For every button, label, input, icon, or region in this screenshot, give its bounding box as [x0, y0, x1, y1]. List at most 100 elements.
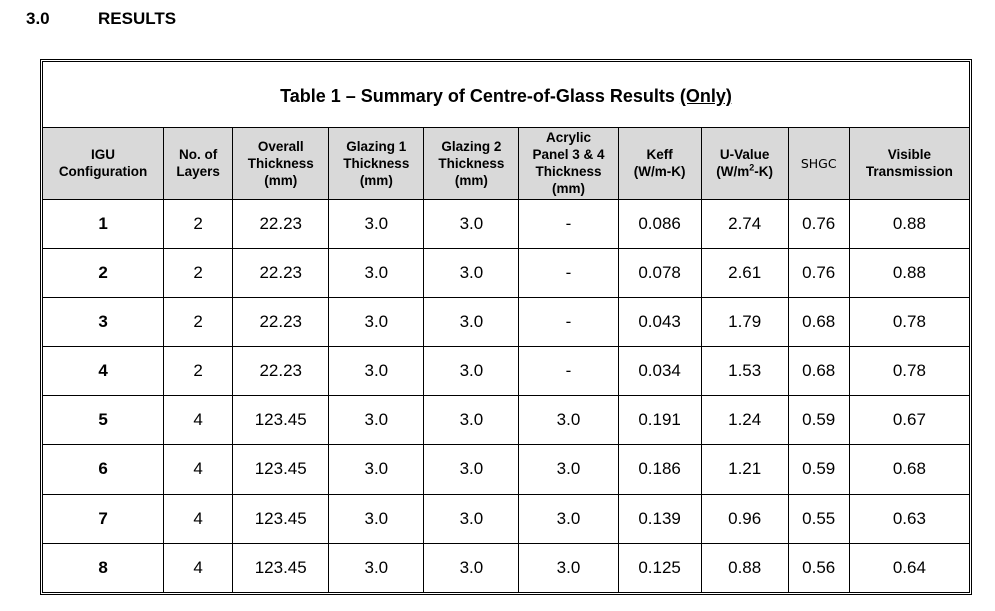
cell-u-value: 1.53 — [700, 346, 789, 397]
header-line: (mm) — [264, 172, 298, 188]
header-line: (W/m2-K) — [704, 163, 786, 180]
cell-keff: 0.086 — [617, 198, 702, 249]
cell-glazing-1: 3.0 — [328, 542, 425, 594]
header-line: Thickness — [343, 155, 410, 171]
cell-visible-transmission: 0.88 — [848, 247, 971, 298]
cell-glazing-1: 3.0 — [328, 346, 425, 397]
header-line: Thickness — [247, 155, 314, 171]
header-line: Glazing 1 — [346, 138, 407, 154]
table-caption-text: Table 1 – Summary of Centre-of-Glass Res… — [280, 86, 675, 107]
section-number: 3.0 — [26, 9, 50, 28]
header-line: Glazing 2 — [441, 138, 502, 154]
header-line: U-Value — [719, 147, 770, 163]
table-row: 8 4 123.45 3.0 3.0 3.0 0.125 0.88 0.56 0.64 — [41, 542, 971, 594]
cell-u-value: 1.24 — [700, 395, 789, 446]
cell-keff: 0.191 — [617, 395, 702, 446]
header-line: (mm) — [454, 172, 488, 188]
table-row: 5 4 123.45 3.0 3.0 3.0 0.191 1.24 0.59 0.67 — [41, 395, 971, 446]
cell-shgc: 0.55 — [787, 493, 850, 544]
header-igu-configuration: IGU Configuration — [41, 127, 165, 200]
cell-layers: 2 — [163, 346, 234, 397]
cell-keff: 0.078 — [617, 247, 702, 298]
cell-visible-transmission: 0.64 — [848, 542, 971, 594]
header-line: IGU — [91, 147, 116, 163]
header-text: -K) — [754, 164, 774, 180]
cell-u-value: 1.21 — [700, 444, 789, 495]
cell-layers: 4 — [163, 395, 234, 446]
cell-acrylic-panel: - — [518, 346, 619, 397]
header-line: Thickness — [535, 164, 602, 180]
cell-glazing-2: 3.0 — [423, 296, 520, 348]
table-caption: Table 1 – Summary of Centre-of-Glass Res… — [42, 60, 970, 129]
table-row: 7 4 123.45 3.0 3.0 3.0 0.139 0.96 0.55 0.63 — [41, 493, 971, 544]
superscript: 2 — [749, 162, 755, 173]
cell-overall-thickness: 22.23 — [232, 198, 330, 249]
cell-glazing-1: 3.0 — [328, 247, 425, 298]
table-row: 6 4 123.45 3.0 3.0 3.0 0.186 1.21 0.59 0.68 — [41, 444, 971, 495]
cell-u-value: 2.74 — [700, 198, 789, 249]
table-row: 3 2 22.23 3.0 3.0-0.043 1.79 0.68 0.78 — [41, 296, 971, 348]
header-text: (W/m — [716, 164, 750, 180]
cell-acrylic-panel: 3.0 — [518, 493, 619, 544]
header-line: Configuration — [58, 164, 148, 180]
cell-overall-thickness: 22.23 — [232, 346, 330, 397]
header-line: Keff — [646, 147, 673, 163]
cell-keff: 0.125 — [617, 542, 702, 594]
cell-visible-transmission: 0.67 — [848, 395, 971, 446]
cell-u-value: 1.79 — [700, 296, 789, 348]
cell-overall-thickness: 22.23 — [232, 247, 330, 298]
header-acrylic-panel-thickness: Acrylic Panel 3 & 4 Thickness (mm) — [518, 127, 619, 200]
cell-shgc: 0.56 — [787, 542, 850, 594]
header-glazing-1-thickness: Glazing 1 Thickness (mm) — [328, 127, 425, 200]
cell-glazing-2: 3.0 — [423, 198, 520, 249]
cell-layers: 2 — [163, 296, 234, 348]
header-line: SHGC — [800, 155, 837, 171]
cell-glazing-1: 3.0 — [328, 198, 425, 249]
cell-visible-transmission: 0.78 — [848, 346, 971, 397]
cell-keff: 0.043 — [617, 296, 702, 348]
header-line: Acrylic — [545, 130, 592, 146]
cell-shgc: 0.68 — [787, 346, 850, 397]
cell-u-value: 0.88 — [700, 542, 789, 594]
header-visible-transmission: Visible Transmission — [848, 127, 971, 200]
cell-visible-transmission: 0.63 — [848, 493, 971, 544]
cell-glazing-1: 3.0 — [328, 444, 425, 495]
cell-glazing-2: 3.0 — [423, 247, 520, 298]
header-u-value: U-Value (W/m2-K) — [700, 127, 789, 200]
results-table: Table 1 – Summary of Centre-of-Glass Res… — [41, 60, 971, 594]
cell-u-value: 0.96 — [700, 493, 789, 544]
table-body: 1 2 22.23 3.0 3.0-0.086 2.74 0.76 0.88 2 2 22.23 3.… — [41, 198, 971, 594]
header-glazing-2-thickness: Glazing 2 Thickness (mm) — [423, 127, 520, 200]
header-overall-thickness: Overall Thickness (mm) — [232, 127, 330, 200]
header-row: IGU Configuration No. of Layers Overall … — [41, 127, 971, 200]
cell-shgc: 0.76 — [787, 247, 850, 298]
section-heading: 3.0 RESULTS — [26, 9, 176, 29]
header-shgc: SHGC — [787, 127, 850, 200]
cell-keff: 0.034 — [617, 346, 702, 397]
cell-layers: 4 — [163, 542, 234, 594]
table-caption-emphasis: (Only) — [679, 86, 732, 107]
cell-overall-thickness: 123.45 — [232, 444, 330, 495]
cell-acrylic-panel: 3.0 — [518, 444, 619, 495]
cell-acrylic-panel: - — [518, 296, 619, 348]
cell-glazing-2: 3.0 — [423, 346, 520, 397]
cell-keff: 0.139 — [617, 493, 702, 544]
cell-config: 3 — [41, 296, 165, 348]
section-title: RESULTS — [98, 9, 177, 28]
cell-acrylic-panel: 3.0 — [518, 542, 619, 594]
cell-glazing-2: 3.0 — [423, 493, 520, 544]
cell-acrylic-panel: - — [518, 198, 619, 249]
table-row: 1 2 22.23 3.0 3.0-0.086 2.74 0.76 0.88 — [41, 198, 971, 249]
cell-visible-transmission: 0.68 — [848, 444, 971, 495]
table-row: 4 2 22.23 3.0 3.0-0.034 1.53 0.68 0.78 — [41, 346, 971, 397]
cell-visible-transmission: 0.78 — [848, 296, 971, 348]
caption-row: Table 1 – Summary of Centre-of-Glass Res… — [42, 60, 970, 129]
cell-layers: 4 — [163, 444, 234, 495]
cell-glazing-2: 3.0 — [423, 542, 520, 594]
cell-keff: 0.186 — [617, 444, 702, 495]
cell-shgc: 0.76 — [787, 198, 850, 249]
cell-shgc: 0.68 — [787, 296, 850, 348]
cell-shgc: 0.59 — [787, 395, 850, 446]
cell-u-value: 2.61 — [700, 247, 789, 298]
cell-acrylic-panel: - — [518, 247, 619, 298]
